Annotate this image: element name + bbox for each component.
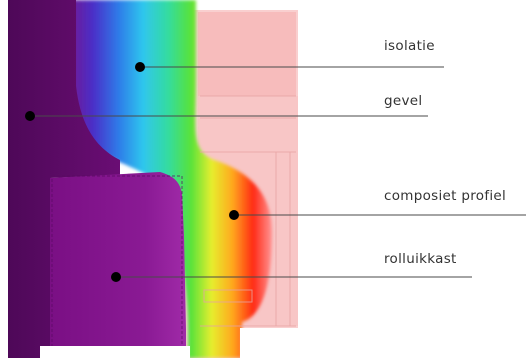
frame-detail xyxy=(203,289,253,303)
callout-layer xyxy=(25,62,526,282)
base-strip xyxy=(40,346,190,358)
marker-gevel xyxy=(25,111,35,121)
marker-rolluikkast xyxy=(111,272,121,282)
label-gevel: gevel xyxy=(384,93,423,109)
marker-composiet xyxy=(229,210,239,220)
window-frame-panel xyxy=(198,12,296,96)
base-strip-right xyxy=(240,328,300,358)
label-isolatie: isolatie xyxy=(384,38,435,54)
marker-isolatie xyxy=(135,62,145,72)
rolluikkast-shape xyxy=(50,172,186,358)
label-composiet-profiel: composiet profiel xyxy=(384,188,507,204)
label-rolluikkast: rolluikkast xyxy=(384,251,457,267)
gevel-shape xyxy=(8,0,120,358)
